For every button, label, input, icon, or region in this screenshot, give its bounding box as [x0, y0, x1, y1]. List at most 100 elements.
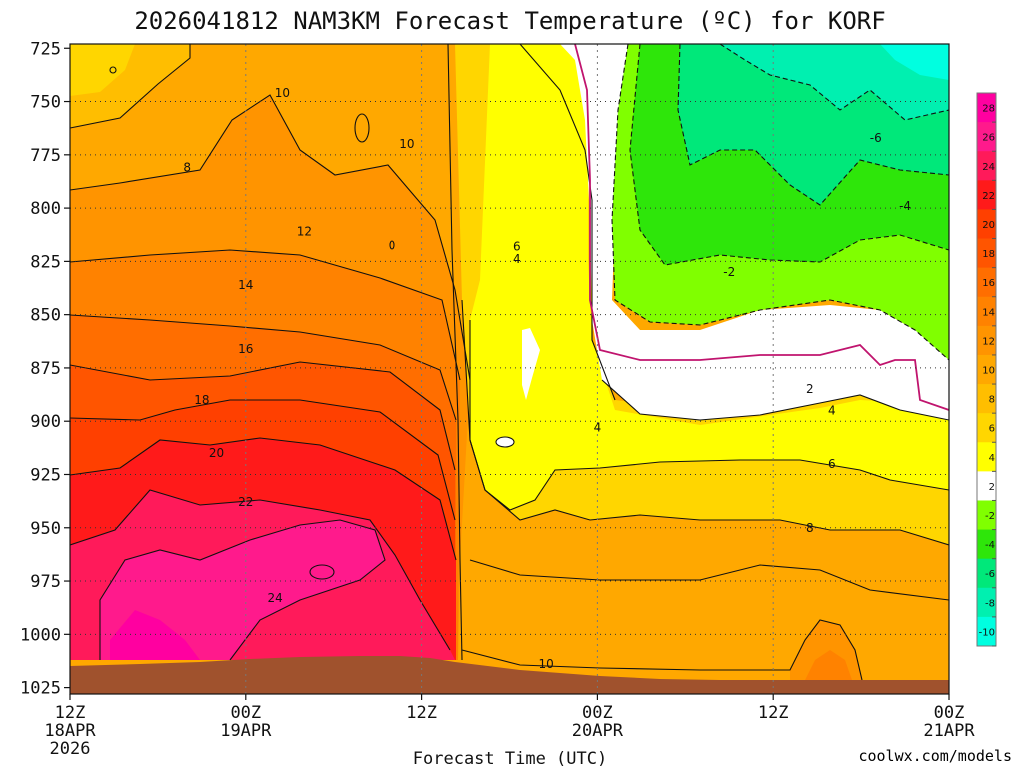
y-axis: 725 750 775 800 825 850 875 900 925 950 975 1000 102… [20, 39, 70, 699]
colorbar-label: 10 [982, 366, 995, 377]
x-tick-label: 2026 [50, 739, 91, 759]
contour-label: 8 [806, 521, 814, 535]
contour-neg2 [611, 44, 949, 361]
contour-label: 10 [399, 137, 414, 151]
band-neg10-neg8 [880, 44, 949, 80]
contour-label: 6 [828, 457, 836, 471]
plot-area [70, 44, 949, 694]
contour-8 [70, 44, 191, 129]
colorbar-swatch [977, 93, 996, 123]
y-tick-label: 850 [30, 306, 61, 326]
contour-label: 18 [194, 393, 209, 407]
anomaly-white-900 [496, 437, 514, 447]
contour-label: 10 [275, 86, 290, 100]
colorbar-swatch [977, 238, 996, 269]
colorbar-frame [976, 92, 997, 647]
contour-label: 4 [513, 252, 521, 266]
contour-label: 2 [806, 382, 814, 396]
contour-22 [70, 489, 451, 651]
colorbar-label: -4 [985, 540, 995, 551]
y-tick-label: 800 [30, 199, 61, 219]
y-tick-label: 825 [30, 252, 61, 272]
colorbar-swatch [977, 209, 996, 240]
band-0-2 [560, 44, 949, 420]
contour-label: 24 [267, 591, 282, 605]
band-2-4 [470, 44, 949, 510]
terrain-ground [70, 656, 949, 694]
contour-8-low [469, 559, 949, 601]
contour-label: 12 [297, 225, 312, 239]
colorbar-label: 18 [982, 249, 995, 260]
y-tick-label: 925 [30, 465, 61, 485]
x-tick-label: 00Z [582, 703, 613, 723]
colorbar-label: -8 [985, 598, 995, 609]
colorbar-swatch [977, 151, 996, 181]
contour-label: 22 [238, 495, 253, 509]
grid [70, 44, 949, 694]
colorbar-swatch [977, 267, 996, 298]
watermark: coolwx.com/models [858, 747, 1012, 765]
colorbar-swatch [977, 296, 996, 327]
colorbar-swatch [977, 529, 996, 560]
band-12-14-late [805, 650, 852, 680]
contour-front-3 [469, 320, 949, 511]
colorbar-label: 2 [989, 482, 995, 493]
y-tick-label: 975 [30, 572, 61, 592]
contour-label: 20 [209, 446, 224, 460]
plot-frame [69, 43, 950, 695]
contour-small-3 [495, 436, 515, 448]
contour-18 [70, 399, 456, 521]
contour-label: 16 [238, 342, 253, 356]
colorbar-label: 12 [982, 336, 995, 347]
contour-label: 4 [594, 421, 602, 435]
colorbar-label: -6 [985, 569, 995, 580]
colorbar-label: 22 [982, 191, 995, 202]
colorbar-swatch [977, 442, 996, 472]
colorbar-swatch [977, 558, 996, 589]
contour-neg8 [719, 44, 949, 121]
colorbar-swatch [977, 500, 996, 531]
y-tick-label: 1025 [20, 679, 61, 699]
colorbar-swatch [977, 471, 996, 501]
colorbar-swatch [977, 587, 996, 618]
x-tick-label: 00Z [934, 703, 965, 723]
contour-label: 10 [538, 657, 553, 671]
x-tick-label: 12Z [55, 703, 86, 723]
contour-10-low [461, 619, 863, 681]
contour-2 [601, 379, 949, 421]
contour-front-1 [447, 44, 463, 661]
chart-title: 2026041812 NAM3KM Forecast Temperature (… [134, 7, 885, 35]
y-tick-label: 725 [30, 39, 61, 59]
colorbar-swatch [977, 325, 996, 356]
contour-24 [99, 519, 386, 661]
contour-20 [70, 437, 457, 561]
y-tick-label: 1000 [20, 625, 61, 645]
y-tick-label: 750 [30, 93, 61, 113]
contour-16 [70, 361, 456, 471]
contour-4-east [455, 44, 616, 401]
y-tick-label: 900 [30, 412, 61, 432]
x-tick-label: 00Z [230, 703, 261, 723]
contour-small-1 [354, 113, 370, 143]
x-tick-label: 19APR [220, 721, 272, 741]
contour-zero [574, 44, 949, 411]
colorbar-swatch [977, 180, 996, 210]
contour-small-4 [109, 66, 117, 74]
band-24-26 [100, 520, 385, 660]
y-tick-label: 775 [30, 146, 61, 166]
band-26-28 [110, 610, 200, 660]
colorbar-label: -2 [985, 511, 995, 522]
colorbar-label: 16 [982, 278, 995, 289]
colorbar-label: -10 [979, 627, 995, 638]
contour-label: 6 [513, 239, 521, 253]
contour-lines [70, 44, 949, 681]
contour-small-2 [309, 564, 335, 580]
colorbar-swatch [977, 354, 996, 385]
colorbar-label: 8 [989, 395, 995, 406]
contour-10-upper [70, 94, 471, 381]
x-tick-label: 12Z [758, 703, 789, 723]
contour-label: 14 [238, 278, 253, 292]
